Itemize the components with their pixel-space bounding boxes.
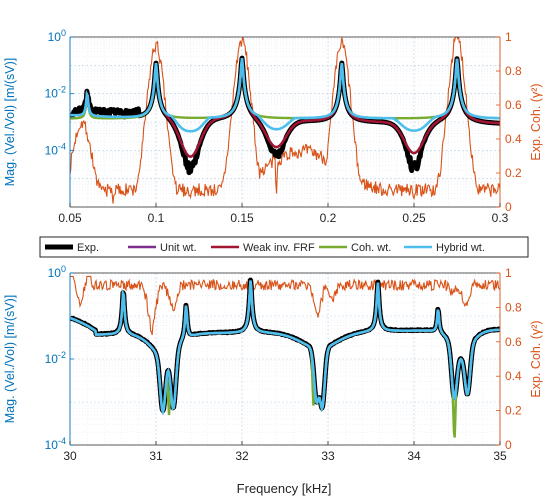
y-left-axis-label: Mag. (Vel./Vol) [m/(sV)] (3, 295, 17, 424)
x-tick-label: 0.05 (58, 211, 82, 225)
x-tick-label: 0.1 (148, 211, 165, 225)
legend-label: Coh. wt. (351, 242, 391, 254)
legend-entry-weak-inv-frf: Weak inv. FRF (211, 242, 315, 254)
y-right-axis-label: Exp. Coh. (γ²) (529, 83, 543, 160)
y-left-tick-label: 10-4 (45, 436, 66, 452)
x-tick-label: 31 (149, 449, 163, 463)
y-right-tick-label: 0.6 (505, 98, 522, 112)
y-left-tick-label: 10-2 (45, 85, 66, 101)
grid (69, 272, 501, 446)
x-tick-label: 34 (407, 449, 421, 463)
top-panel: 0.05 0.1 0.15 0.2 0.25 0.3 10-4 10-2 100 0 0.2 0.4 0… (3, 28, 543, 225)
legend-box (39, 236, 529, 258)
legend-label: Unit wt. (160, 242, 197, 254)
y-right-tick-label: 0.8 (505, 300, 522, 314)
series-hybrid-wt (70, 280, 500, 416)
x-tick-label: 33 (321, 449, 335, 463)
plot-area (70, 37, 500, 204)
series-unit-wt (70, 280, 500, 416)
y-left-tick-label: 100 (48, 264, 66, 280)
y-left-axis-label: Mag. (Vel./Vol) [m/(sV)] (3, 58, 17, 187)
series-coherence (70, 37, 500, 204)
y-right-tick-label: 0 (505, 200, 512, 214)
series-coherence (70, 275, 500, 336)
x-tick-label: 32 (235, 449, 249, 463)
legend-label: Exp. (77, 242, 99, 254)
legend-entry-coh-wt: Coh. wt. (319, 242, 391, 254)
y-right-tick-label: 0.4 (505, 132, 522, 146)
legend-entry-hybrid-wt: Hybrid wt. (404, 242, 485, 254)
legend-label: Weak inv. FRF (243, 242, 315, 254)
series-weak-inv-frf (70, 280, 500, 416)
x-tick-label: 0.2 (320, 211, 337, 225)
bottom-panel: 30 31 32 33 34 35 10-4 10-2 100 0 0.2 0.4 0.6 0.8 1 Mag… (3, 264, 543, 463)
series-exp (70, 277, 500, 414)
x-tick-label: 0.15 (230, 211, 254, 225)
series-hybrid-wt (70, 58, 500, 133)
x-tick-label: 35 (493, 449, 507, 463)
y-left-tick-label: 10-2 (45, 350, 66, 366)
y-right-tick-label: 1 (505, 266, 512, 280)
y-right-tick-label: 0 (505, 438, 512, 452)
y-right-tick-label: 0.2 (505, 166, 522, 180)
plot-area (70, 275, 500, 438)
y-right-tick-label: 1 (505, 30, 512, 44)
y-left-tick-label: 10-4 (45, 141, 66, 157)
bottom-x-axis-label: Frequency [kHz] (237, 481, 332, 496)
x-tick-label: 30 (63, 449, 77, 463)
y-right-tick-label: 0.8 (505, 64, 522, 78)
legend: Exp. Unit wt. Weak inv. FRF Coh. wt. Hybrid … (39, 236, 529, 258)
x-tick-label: 0.3 (492, 211, 509, 225)
x-tick-label: 0.25 (402, 211, 426, 225)
y-left-tick-label: 100 (48, 28, 66, 44)
legend-entry-exp: Exp. (45, 242, 99, 254)
y-right-tick-label: 0.2 (505, 404, 522, 418)
y-right-tick-label: 0.6 (505, 335, 522, 349)
legend-entry-unit-wt: Unit wt. (128, 242, 197, 254)
y-right-axis-label: Exp. Coh. (γ²) (529, 320, 543, 397)
legend-label: Hybrid wt. (436, 242, 485, 254)
y-right-tick-label: 0.4 (505, 369, 522, 383)
